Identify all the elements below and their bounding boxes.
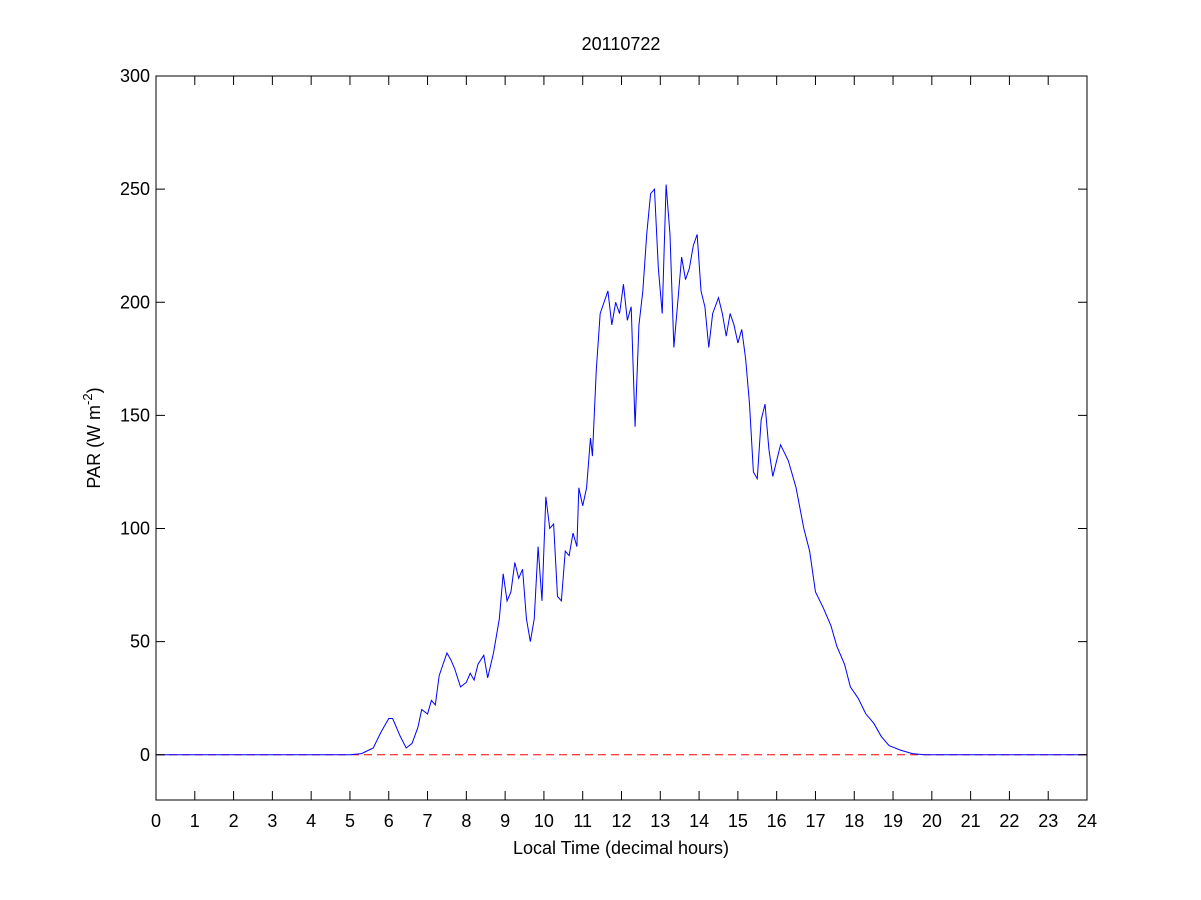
x-tick-label: 6 bbox=[384, 811, 394, 831]
y-axis-label: PAR (W m-2) bbox=[80, 387, 104, 488]
x-tick-label: 19 bbox=[883, 811, 903, 831]
x-tick-label: 17 bbox=[805, 811, 825, 831]
x-tick-label: 3 bbox=[267, 811, 277, 831]
x-tick-label: 12 bbox=[611, 811, 631, 831]
data-line bbox=[156, 184, 1087, 756]
x-tick-label: 5 bbox=[345, 811, 355, 831]
x-tick-label: 14 bbox=[689, 811, 709, 831]
x-tick-label: 1 bbox=[190, 811, 200, 831]
x-tick-label: 15 bbox=[728, 811, 748, 831]
x-tick-label: 20 bbox=[922, 811, 942, 831]
x-tick-label: 7 bbox=[423, 811, 433, 831]
chart-title: 20110722 bbox=[582, 34, 661, 54]
x-tick-label: 13 bbox=[650, 811, 670, 831]
y-label-superscript: -2 bbox=[80, 393, 95, 405]
x-tick-label: 2 bbox=[229, 811, 239, 831]
x-tick-label: 23 bbox=[1038, 811, 1058, 831]
x-tick-label: 24 bbox=[1077, 811, 1097, 831]
x-tick-label: 10 bbox=[534, 811, 554, 831]
y-tick-label: 50 bbox=[130, 632, 150, 652]
x-axis-label: Local Time (decimal hours) bbox=[513, 838, 729, 858]
x-tick-label: 21 bbox=[961, 811, 981, 831]
x-tick-label: 16 bbox=[767, 811, 787, 831]
x-tick-label: 22 bbox=[999, 811, 1019, 831]
y-tick-label: 250 bbox=[120, 179, 150, 199]
x-tick-label: 4 bbox=[306, 811, 316, 831]
x-tick-label: 18 bbox=[844, 811, 864, 831]
y-tick-label: 150 bbox=[120, 405, 150, 425]
y-tick-label: 100 bbox=[120, 519, 150, 539]
x-tick-label: 9 bbox=[500, 811, 510, 831]
x-tick-label: 8 bbox=[461, 811, 471, 831]
x-tick-label: 11 bbox=[573, 811, 592, 831]
x-tick-label: 0 bbox=[151, 811, 161, 831]
y-tick-label: 0 bbox=[140, 745, 150, 765]
y-tick-label: 300 bbox=[120, 66, 150, 86]
y-tick-label: 200 bbox=[120, 292, 150, 312]
y-label-suffix: ) bbox=[84, 387, 104, 393]
y-label-text: PAR (W m bbox=[84, 405, 104, 489]
